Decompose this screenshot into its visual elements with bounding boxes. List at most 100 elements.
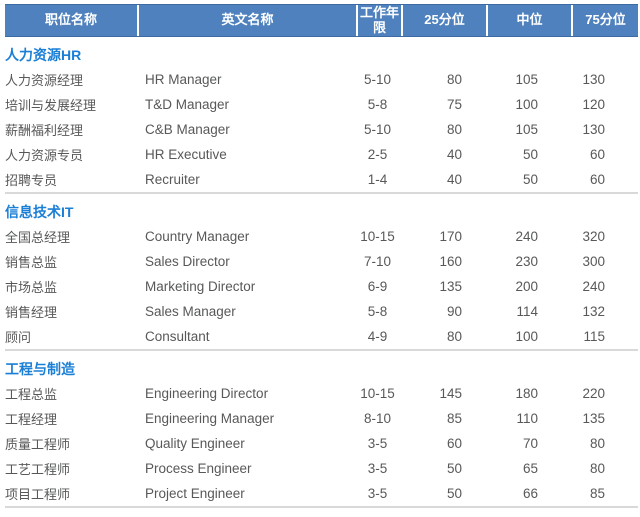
table-row: 培训与发展经理 T&D Manager 5-8 75 100 120: [5, 92, 638, 117]
cell-median: 70: [522, 436, 538, 451]
table-row: 销售总监 Sales Director 7-10 160 230 300: [5, 249, 638, 274]
cell-p25: 50: [446, 461, 462, 476]
cell-position_cn: 顾问: [5, 330, 32, 345]
cell-position_cn: 培训与发展经理: [5, 98, 97, 113]
cell-p75: 130: [582, 72, 605, 87]
cell-years: 3-5: [367, 436, 388, 451]
cell-position_cn: 质量工程师: [5, 437, 71, 452]
cell-p25: 135: [439, 279, 462, 294]
table-section: 工程与制造 工程总监 Engineering Director 10-15 145 180…: [5, 351, 638, 508]
cell-position_en: Marketing Director: [145, 279, 256, 294]
table-row: 项目工程师 Project Engineer 3-5 50 66 85: [5, 481, 638, 506]
cell-position_cn: 销售总监: [5, 255, 58, 270]
cell-p25: 85: [446, 411, 462, 426]
cell-median: 240: [515, 229, 538, 244]
table-header-row: 职位名称 英文名称 工作年限 25分位 中位 75分位: [5, 4, 638, 37]
cell-position_cn: 人力资源经理: [5, 73, 84, 88]
column-header-position_en: 英文名称: [139, 5, 358, 36]
cell-median: 200: [515, 279, 538, 294]
cell-position_en: Project Engineer: [145, 486, 245, 501]
cell-median: 180: [515, 386, 538, 401]
cell-position_cn: 招聘专员: [5, 173, 58, 188]
table-row: 销售经理 Sales Manager 5-8 90 114 132: [5, 299, 638, 324]
cell-position_cn: 人力资源专员: [5, 148, 84, 163]
cell-p25: 80: [446, 72, 462, 87]
cell-position_en: C&B Manager: [145, 122, 230, 137]
cell-years: 8-10: [363, 411, 392, 426]
table-row: 人力资源专员 HR Executive 2-5 40 50 60: [5, 142, 638, 167]
table-row: 人力资源经理 HR Manager 5-10 80 105 130: [5, 67, 638, 92]
column-header-years: 工作年限: [358, 5, 403, 36]
cell-years: 5-10: [363, 122, 392, 137]
cell-median: 65: [522, 461, 538, 476]
cell-median: 100: [515, 97, 538, 112]
cell-p75: 115: [583, 329, 605, 344]
cell-position_cn: 市场总监: [5, 280, 58, 295]
cell-p25: 50: [446, 486, 462, 501]
table-row: 工艺工程师 Process Engineer 3-5 50 65 80: [5, 456, 638, 481]
cell-position_en: Engineering Director: [145, 386, 269, 401]
cell-p25: 160: [439, 254, 462, 269]
cell-years: 4-9: [367, 329, 388, 344]
cell-p25: 75: [446, 97, 462, 112]
cell-p25: 40: [446, 172, 462, 187]
cell-position_en: Country Manager: [145, 229, 250, 244]
cell-p75: 80: [589, 461, 605, 476]
cell-position_en: Engineering Manager: [145, 411, 275, 426]
cell-years: 5-10: [363, 72, 392, 87]
cell-years: 7-10: [363, 254, 392, 269]
table-row: 工程总监 Engineering Director 10-15 145 180 220: [5, 381, 638, 406]
cell-p75: 320: [582, 229, 605, 244]
cell-p25: 80: [446, 122, 462, 137]
cell-p25: 60: [446, 436, 462, 451]
salary-table: 职位名称 英文名称 工作年限 25分位 中位 75分位 人力资源HR 人力资源经理 HR Ma…: [5, 4, 638, 508]
table-row: 市场总监 Marketing Director 6-9 135 200 240: [5, 274, 638, 299]
cell-median: 110: [516, 411, 538, 426]
cell-median: 105: [515, 72, 538, 87]
cell-p75: 240: [582, 279, 605, 294]
cell-p75: 85: [589, 486, 605, 501]
table-row: 招聘专员 Recruiter 1-4 40 50 60: [5, 167, 638, 192]
cell-p75: 135: [582, 411, 605, 426]
cell-p75: 120: [582, 97, 605, 112]
table-section: 人力资源HR 人力资源经理 HR Manager 5-10 80 105 130 培训与发展经…: [5, 37, 638, 194]
table-row: 工程经理 Engineering Manager 8-10 85 110 135: [5, 406, 638, 431]
cell-p25: 145: [439, 386, 462, 401]
cell-years: 3-5: [367, 461, 388, 476]
section-title: 人力资源HR: [5, 47, 82, 63]
table-row: 薪酬福利经理 C&B Manager 5-10 80 105 130: [5, 117, 638, 142]
cell-position_cn: 工程总监: [5, 387, 58, 402]
cell-p75: 130: [582, 122, 605, 137]
cell-position_en: Recruiter: [145, 172, 200, 187]
cell-p75: 60: [589, 147, 605, 162]
cell-position_en: Process Engineer: [145, 461, 252, 476]
column-header-median: 中位: [488, 5, 573, 36]
cell-p25: 40: [446, 147, 462, 162]
cell-median: 66: [522, 486, 538, 501]
table-row: 顾问 Consultant 4-9 80 100 115: [5, 324, 638, 349]
table-row: 质量工程师 Quality Engineer 3-5 60 70 80: [5, 431, 638, 456]
cell-years: 2-5: [367, 147, 388, 162]
cell-p25: 90: [446, 304, 462, 319]
cell-p75: 60: [589, 172, 605, 187]
cell-position_en: Consultant: [145, 329, 210, 344]
table-row: 全国总经理 Country Manager 10-15 170 240 320: [5, 224, 638, 249]
cell-p75: 220: [582, 386, 605, 401]
cell-years: 10-15: [360, 386, 395, 401]
section-title: 信息技术IT: [5, 204, 74, 220]
table-body: 人力资源HR 人力资源经理 HR Manager 5-10 80 105 130 培训与发展经…: [5, 37, 638, 508]
cell-position_cn: 销售经理: [5, 305, 58, 320]
cell-years: 10-15: [360, 229, 395, 244]
column-header-position_cn: 职位名称: [5, 5, 139, 36]
cell-position_en: HR Manager: [145, 72, 222, 87]
cell-years: 5-8: [367, 304, 388, 319]
cell-p25: 170: [439, 229, 462, 244]
cell-median: 100: [515, 329, 538, 344]
cell-median: 230: [515, 254, 538, 269]
cell-position_cn: 全国总经理: [5, 230, 71, 245]
cell-years: 1-4: [367, 172, 388, 187]
table-section: 信息技术IT 全国总经理 Country Manager 10-15 170 240 320…: [5, 194, 638, 351]
cell-years: 3-5: [367, 486, 388, 501]
cell-p25: 80: [446, 329, 462, 344]
cell-p75: 80: [589, 436, 605, 451]
